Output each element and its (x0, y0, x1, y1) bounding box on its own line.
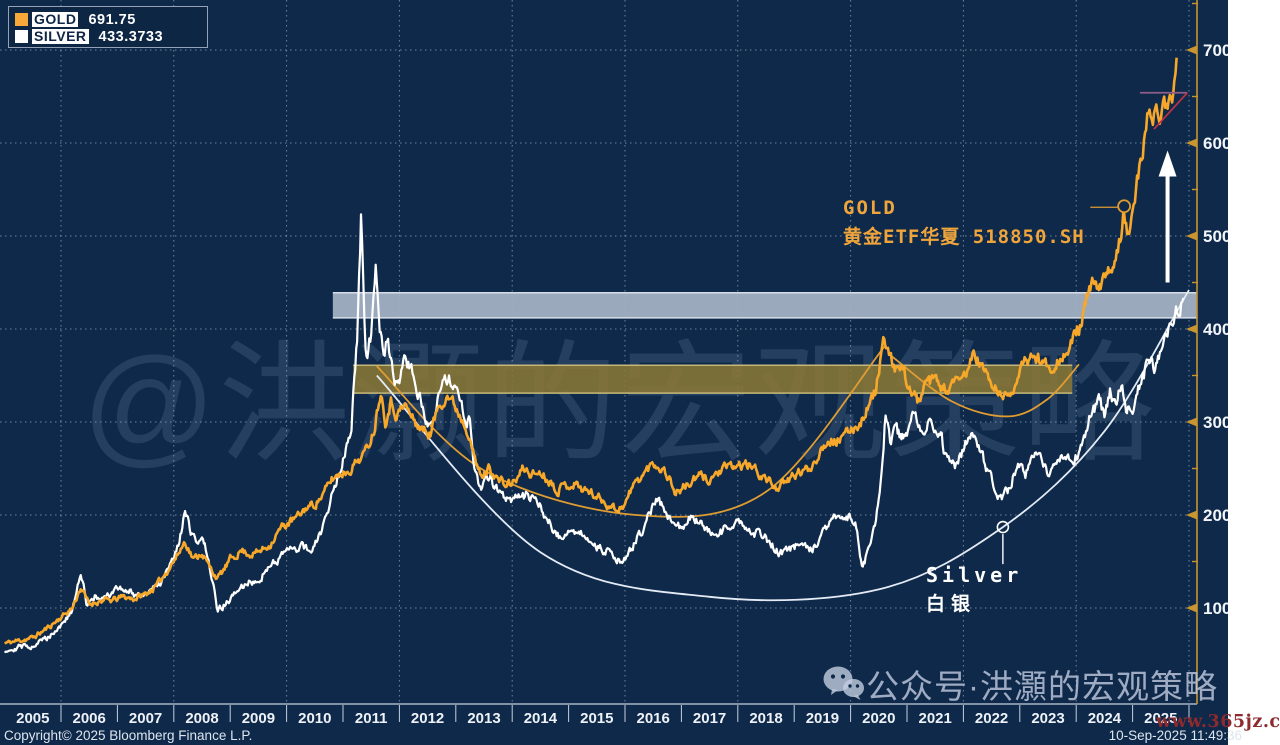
silver-annotation-title: Silver (926, 563, 1023, 587)
x-tick-label: 2013 (467, 710, 500, 727)
x-tick-label: 2009 (242, 710, 275, 727)
x-tick-label: 2007 (129, 710, 162, 727)
legend-row-silver[interactable]: SILVER 433.3733 (15, 28, 201, 45)
gold-resistance-band (353, 365, 1073, 394)
x-tick-label: 2017 (693, 710, 726, 727)
y-tick-label: 300 (1203, 413, 1228, 432)
x-tick-label: 2020 (862, 710, 895, 727)
pennant-pattern (1139, 91, 1188, 130)
y-tick-label: 200 (1203, 506, 1228, 525)
y-tick-label: 700 (1203, 41, 1228, 60)
gold-annotation-title: GOLD (843, 197, 897, 219)
x-tick-label: 2014 (524, 710, 558, 727)
x-tick-label: 2010 (298, 710, 331, 727)
legend-value-gold: 691.75 (88, 11, 136, 28)
annotation-markers (996, 199, 1132, 565)
gold-annotation: GOLD 黄金ETF华夏 518850.SH (843, 197, 1085, 249)
legend: GOLD 691.75 SILVER 433.3733 (8, 6, 208, 48)
silver-annotation-subtitle: 白银 (926, 593, 977, 615)
up-arrow (1158, 150, 1177, 283)
price-series (3, 57, 1185, 654)
x-tick-label: 2005 (16, 710, 49, 727)
y-tick-label: 600 (1203, 134, 1228, 153)
x-tick-label: 2019 (806, 710, 839, 727)
cup-pattern-curves (376, 289, 1190, 602)
copyright-text: Copyright© 2025 Bloomberg Finance L.P. (4, 728, 253, 743)
x-axis: 2005 2006 2007 2008 2009 2010 2011 2012 2013 2014… (16, 705, 1190, 727)
resistance-bands (332, 291, 1197, 394)
y-tick-label: 100 (1203, 599, 1228, 618)
big-watermark-text: @洪灏的宏观策略 (82, 331, 1156, 478)
x-tick-label: 2021 (919, 710, 952, 727)
y-tick-label: 400 (1203, 320, 1228, 339)
gold-price-line (4, 57, 1178, 645)
upper-resistance-band (332, 292, 1197, 318)
y-tick-label: 500 (1203, 227, 1228, 246)
legend-label-silver: SILVER (32, 28, 89, 44)
x-tick-label: 2024 (1088, 710, 1122, 727)
legend-row-gold[interactable]: GOLD 691.75 (15, 11, 201, 28)
x-tick-label: 2023 (1031, 710, 1064, 727)
x-tick-label: 2022 (975, 710, 1008, 727)
timestamp-text: 10-Sep-2025 11:49:36 (1108, 728, 1242, 743)
legend-label-gold: GOLD (32, 11, 79, 27)
x-tick-label: 2025 (1144, 710, 1177, 727)
silver-price-line (3, 213, 1185, 654)
axes (0, 0, 1198, 705)
x-tick-label: 2011 (355, 710, 388, 727)
x-tick-label: 2006 (73, 710, 106, 727)
silver-marker-circle (996, 520, 1010, 534)
x-tick-label: 2012 (411, 710, 444, 727)
gold-swatch-icon (15, 13, 28, 26)
x-tick-label: 2018 (749, 710, 782, 727)
silver-swatch-icon (15, 30, 28, 43)
pennant-lower-line (1153, 92, 1188, 130)
gold-marker-circle (1117, 199, 1132, 214)
x-tick-label: 2015 (580, 710, 613, 727)
y-axis: 700 600 500 400 300 200 100 (1186, 2, 1228, 618)
silver-cup-curve (376, 289, 1190, 602)
gold-cup-large-curve (376, 346, 886, 518)
gold-cup-small-curve (889, 354, 1080, 418)
silver-annotation: Silver 白银 (926, 563, 1022, 616)
gold-annotation-subtitle: 黄金ETF华夏 518850.SH (843, 226, 1085, 248)
site-watermark: www.365jz.com (1156, 712, 1280, 732)
legend-value-silver: 433.3733 (98, 28, 164, 45)
x-tick-label: 2016 (637, 710, 670, 727)
x-tick-label: 2008 (185, 710, 218, 727)
